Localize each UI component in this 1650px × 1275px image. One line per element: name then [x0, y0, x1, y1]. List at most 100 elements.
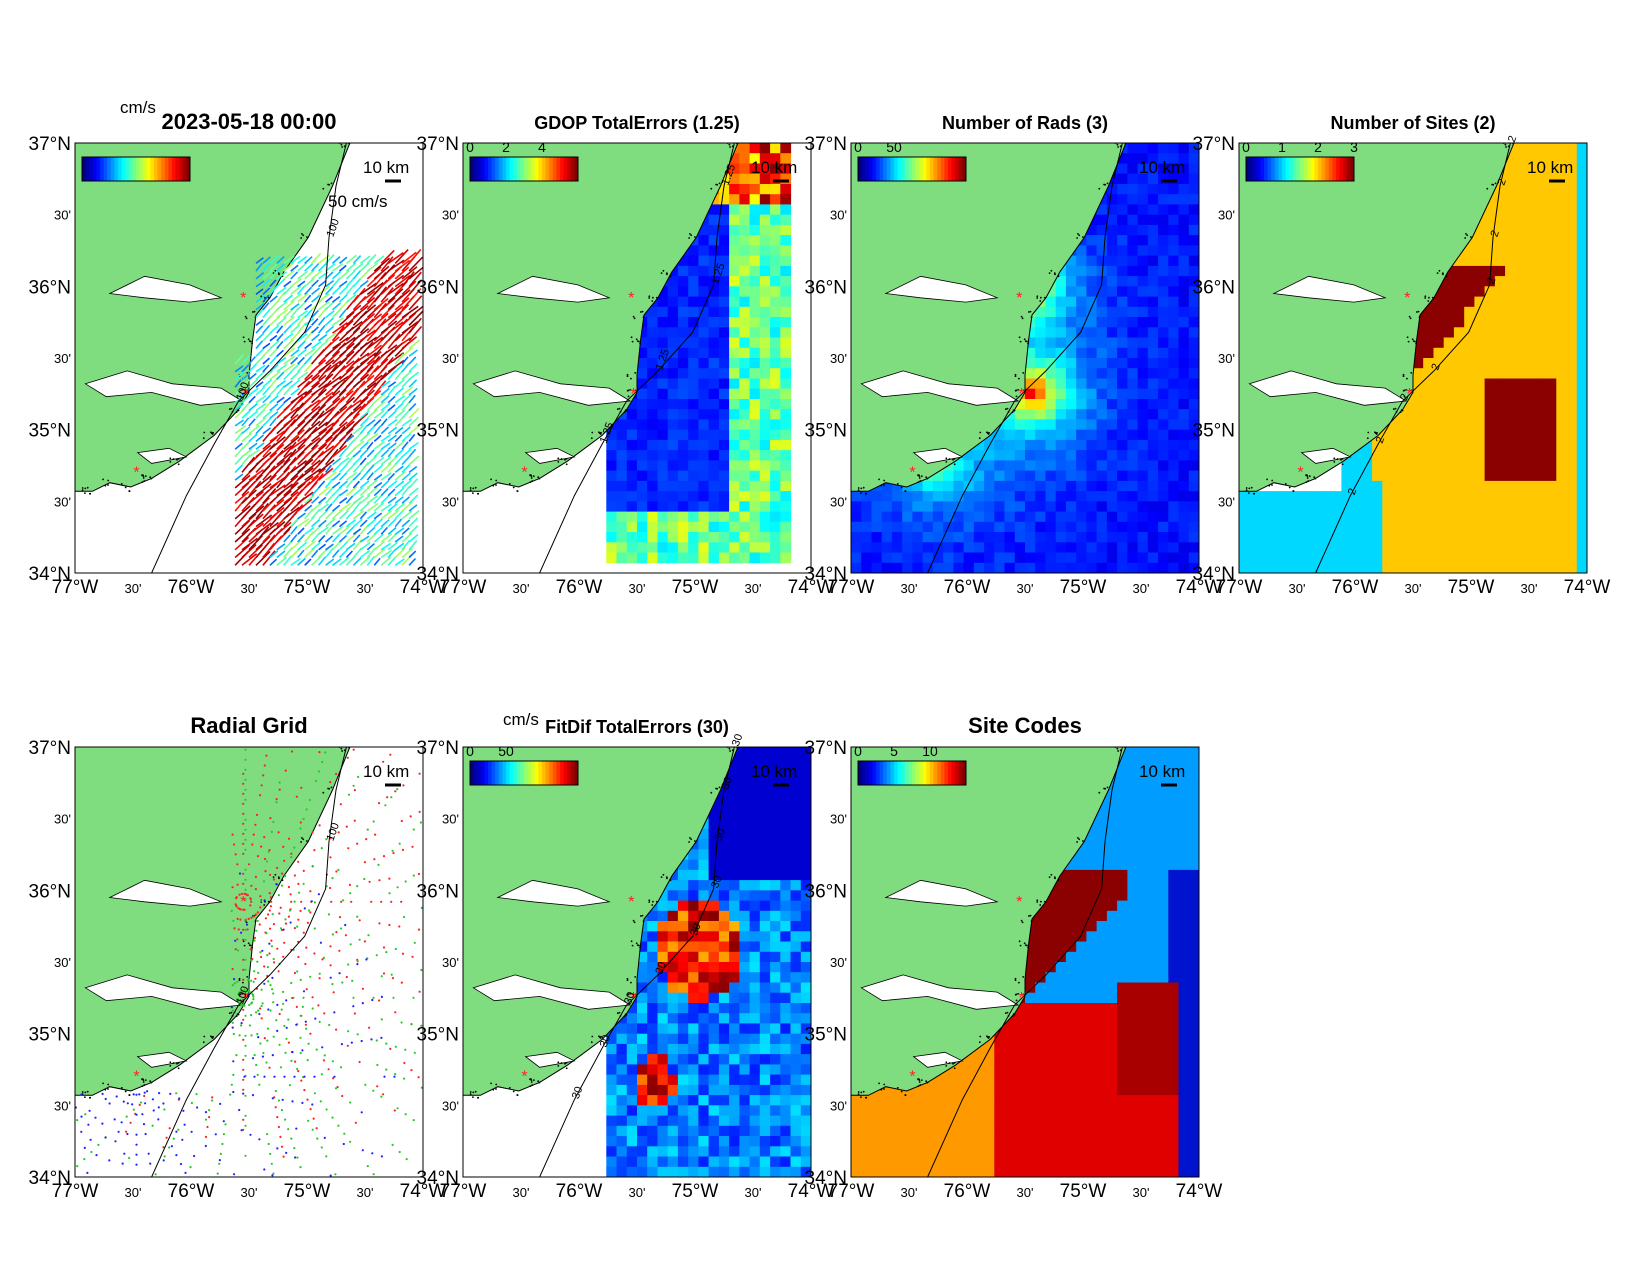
grid-cell [759, 521, 771, 533]
grid-cell [1168, 286, 1180, 298]
grid-cell [1137, 173, 1149, 185]
grid-cell [780, 460, 792, 472]
grid-cell [729, 511, 740, 523]
grid-cell [1546, 419, 1557, 431]
grid-cell [1106, 255, 1118, 267]
coast-dot [150, 477, 153, 480]
vector-arrow [304, 426, 318, 442]
grid-cell [1464, 419, 1475, 431]
grid-cell [1178, 439, 1190, 451]
vector-arrow [387, 282, 405, 296]
coast-dot [710, 187, 713, 190]
coast-dot [1014, 373, 1017, 376]
grid-cell [1188, 552, 1199, 564]
vector-arrow [339, 502, 352, 512]
grid-cell [1045, 460, 1057, 472]
grid-cell [1474, 317, 1486, 328]
grid-cell [1464, 358, 1475, 369]
vector-arrow [283, 363, 296, 373]
grid-cell [1494, 532, 1506, 543]
vector-arrow [408, 266, 423, 280]
grid-cell [749, 501, 761, 513]
grid-cell [1433, 562, 1445, 573]
vector-arrow [234, 490, 250, 504]
grid-cell [1178, 173, 1190, 185]
grid-cell [1443, 378, 1455, 390]
vector-arrow [338, 404, 353, 419]
grid-cell [667, 470, 679, 482]
grid-cell [677, 327, 689, 339]
grid-cell [1188, 265, 1199, 277]
radial-point [259, 906, 262, 909]
vector-arrow [352, 487, 363, 497]
grid-cell [1423, 532, 1434, 543]
grid-cell [1515, 460, 1527, 472]
grid-cell [1474, 337, 1486, 349]
coast-dot [600, 431, 602, 434]
grid-cell [1566, 296, 1578, 308]
grid-cell [1556, 409, 1568, 420]
grid-cell [1158, 552, 1169, 564]
grid-cell [1178, 276, 1190, 287]
vector-arrow [311, 541, 321, 551]
grid-cell [739, 501, 751, 513]
grid-cell [729, 214, 740, 226]
grid-cell [1546, 214, 1557, 226]
grid-cell [1372, 491, 1383, 502]
vector-arrow [387, 496, 397, 504]
coast-dot [212, 1035, 214, 1038]
grid-cell [1535, 368, 1547, 379]
grid-cell [647, 409, 658, 420]
vector-arrow [311, 374, 327, 388]
vector-arrow [269, 506, 285, 520]
grid-cell [1351, 450, 1363, 461]
grid-cell [1137, 235, 1149, 246]
vector-arrow [394, 249, 409, 264]
colorbar-step [136, 157, 141, 181]
grid-cell [1106, 358, 1118, 369]
grid-cell [708, 347, 720, 359]
vector-arrow [345, 555, 356, 566]
grid-cell [1188, 286, 1199, 298]
coast-dot [979, 431, 982, 434]
grid-cell [1137, 224, 1149, 236]
grid-cell [1433, 399, 1445, 410]
grid-cell [1025, 521, 1036, 533]
grid-cell [973, 532, 985, 543]
vector-arrow [338, 319, 354, 334]
grid-cell [780, 480, 792, 492]
grid-cell [749, 337, 761, 349]
grid-cell [1464, 255, 1475, 267]
grid-cell [1453, 286, 1465, 298]
coast-dot [1410, 389, 1413, 392]
grid-cell [1515, 378, 1527, 390]
vector-arrow [394, 274, 411, 288]
site-marker: * [1404, 290, 1410, 307]
grid-cell [1566, 265, 1578, 277]
grid-cell [1423, 542, 1434, 554]
vector-arrow [304, 294, 312, 303]
coast-dot [1077, 233, 1079, 235]
vector-arrow [373, 434, 382, 442]
grid-cell [1076, 378, 1087, 390]
site-marker: * [133, 465, 139, 482]
lat-tick-label: 35°N [805, 421, 847, 442]
grid-cell [1127, 399, 1139, 410]
vector-arrow [338, 534, 348, 543]
vector-arrow [241, 354, 251, 365]
grid-cell [1065, 501, 1077, 513]
vector-arrow [318, 395, 332, 412]
grid-cell [1566, 480, 1578, 492]
coast-dot [301, 233, 303, 235]
vector-arrow [366, 433, 379, 443]
grid-cell [1188, 532, 1199, 543]
grid-cell [1168, 368, 1180, 379]
vector-arrow [283, 308, 294, 319]
coast-dot [340, 143, 343, 146]
vector-arrow [325, 295, 333, 303]
grid-cell [881, 542, 893, 554]
vector-arrow [373, 473, 383, 481]
grid-cell [1025, 409, 1036, 420]
vector-arrow [283, 481, 299, 497]
grid-cell [902, 532, 913, 543]
